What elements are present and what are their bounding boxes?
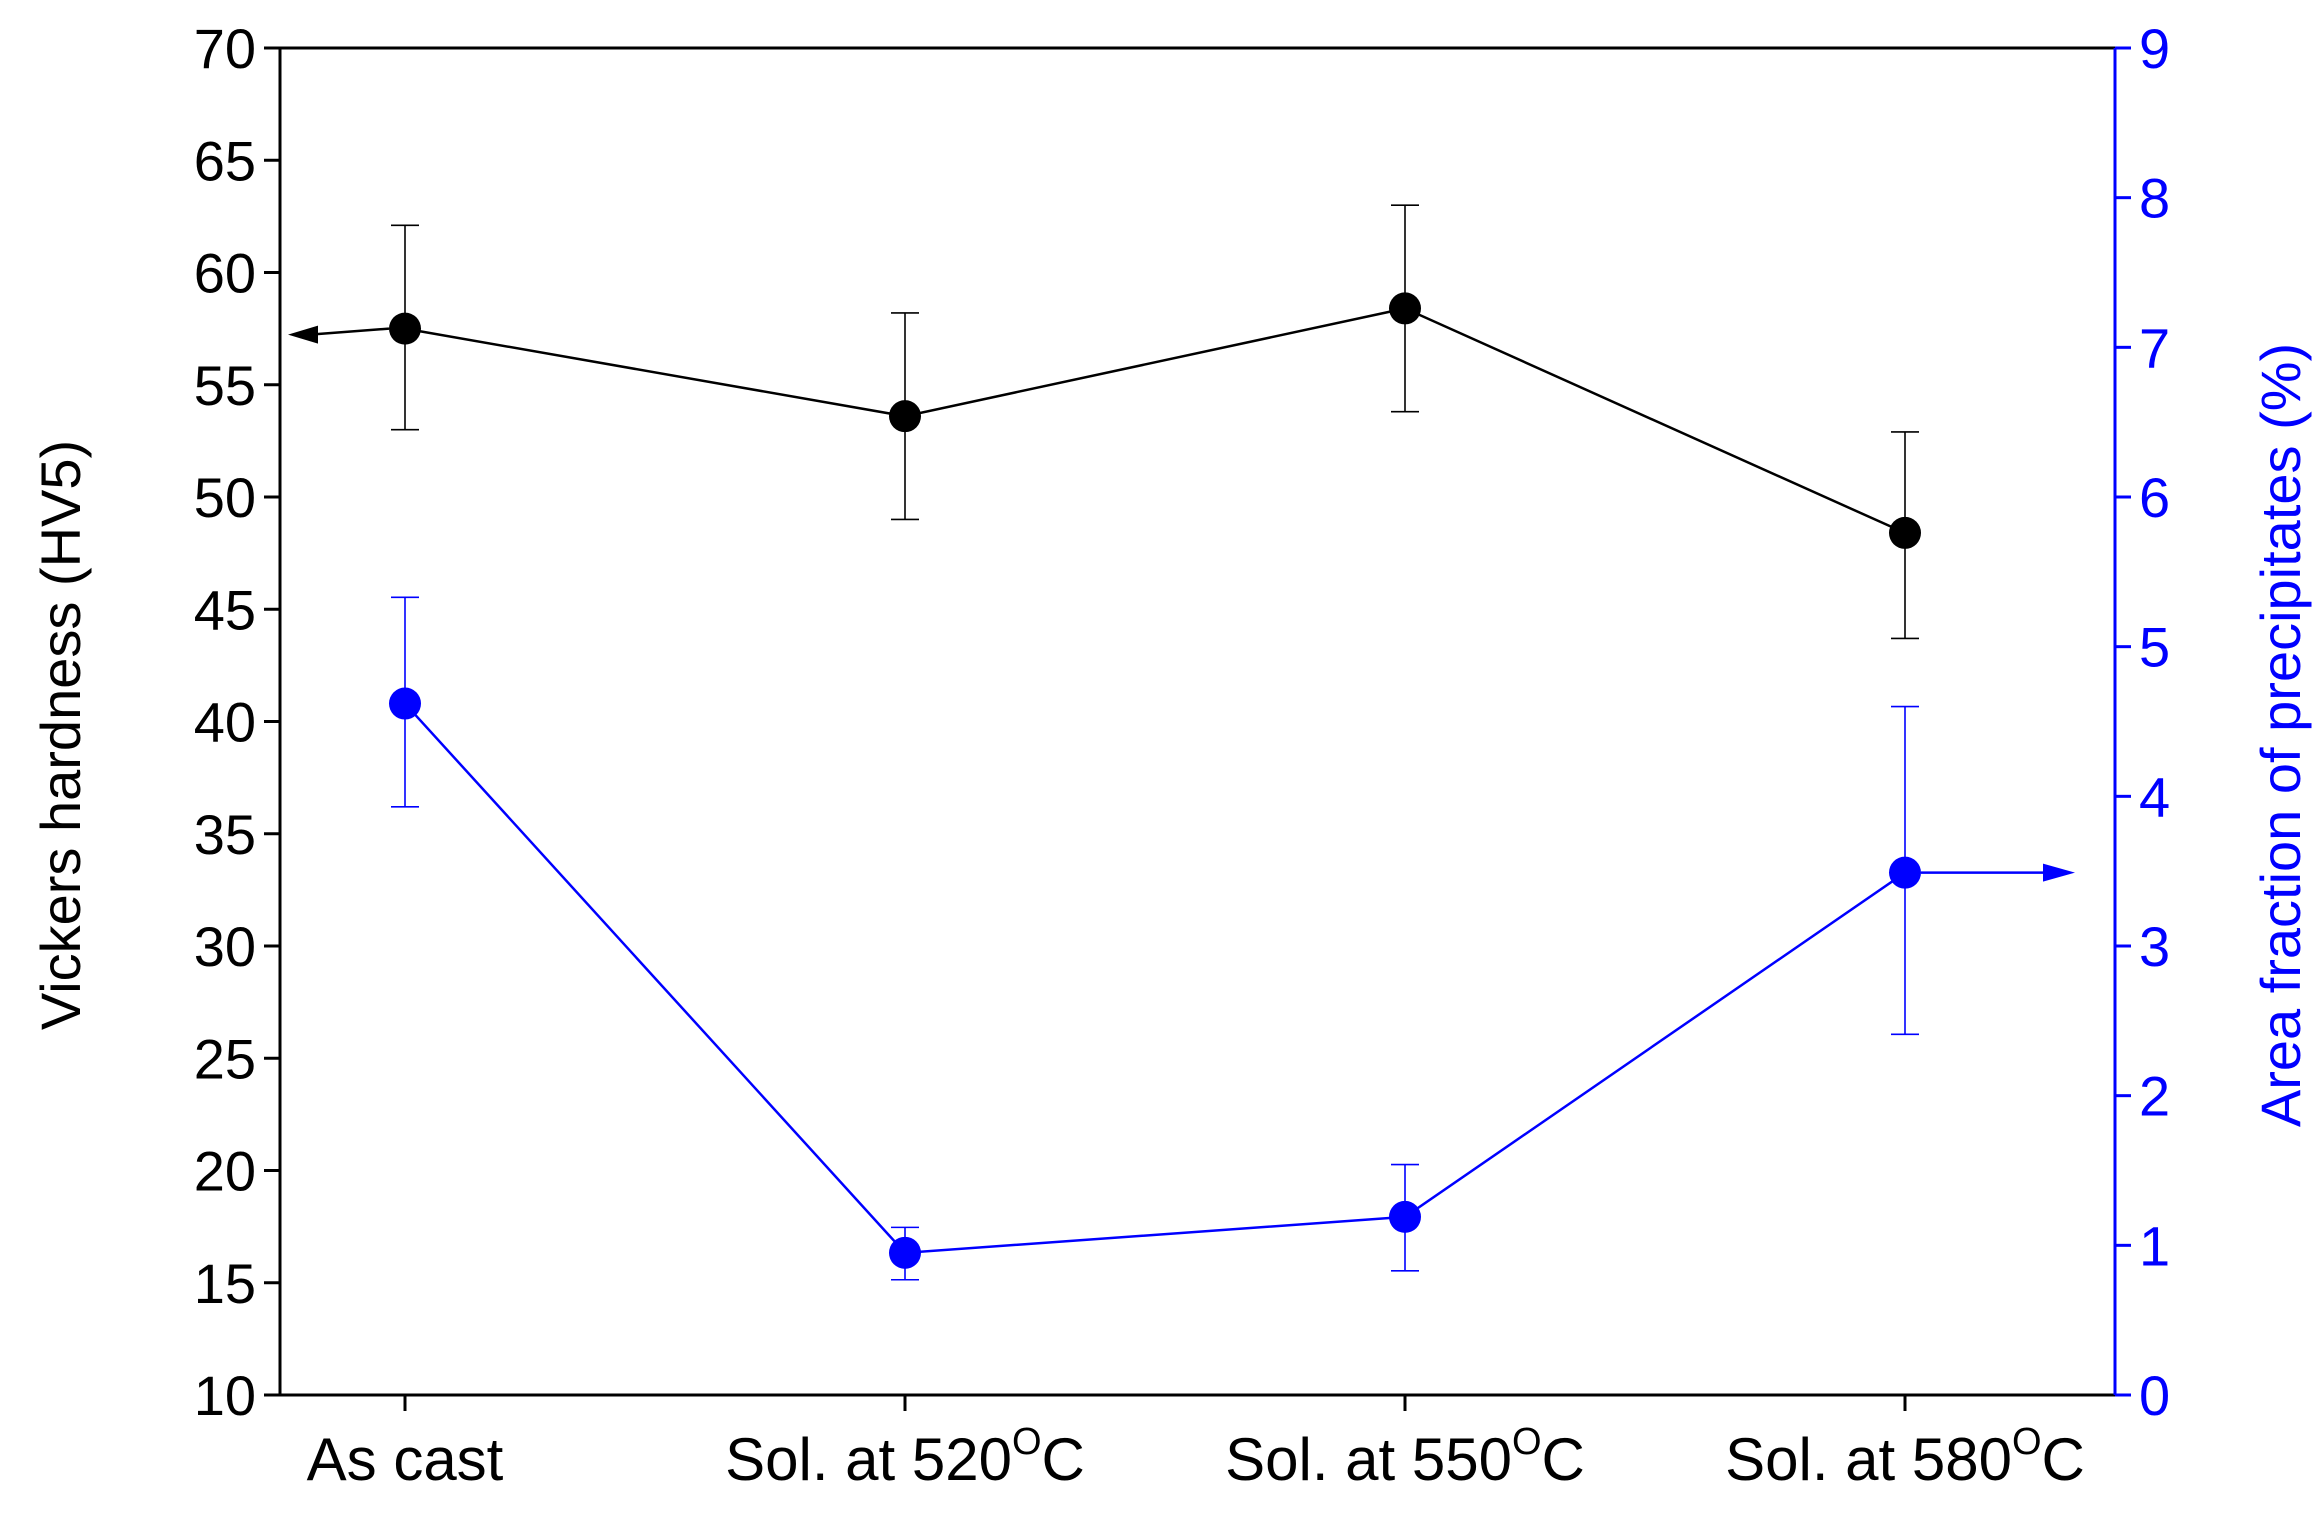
left-tick-label: 40	[194, 691, 256, 754]
right-tick-label: 0	[2139, 1364, 2170, 1427]
x-tick-label: As cast	[307, 1426, 504, 1493]
left-tick-label: 10	[194, 1364, 256, 1427]
axis-indicators	[288, 325, 2075, 882]
right-tick-label: 6	[2139, 466, 2170, 529]
left-tick-label: 35	[194, 803, 256, 866]
data-point	[889, 400, 921, 433]
left-axis-arrow-line	[309, 327, 390, 336]
series-layer	[389, 204, 1921, 1281]
right-axis-ticks: 0 1 2 3 4 5 6 7 8 9	[2115, 17, 2170, 1427]
left-tick-label: 20	[194, 1140, 256, 1203]
data-point	[389, 687, 421, 720]
right-tick-label: 1	[2139, 1214, 2170, 1277]
left-tick-label: 50	[194, 466, 256, 529]
left-tick-label: 60	[194, 242, 256, 305]
right-tick-label: 2	[2139, 1065, 2170, 1128]
right-axis-arrow-head	[2043, 863, 2075, 882]
right-tick-label: 7	[2139, 316, 2170, 379]
series-line	[404, 702, 1906, 1255]
left-tick-label: 70	[194, 17, 256, 80]
series-line	[404, 307, 1906, 535]
y-axis-title-left: Vickers hardness (HV5)	[29, 440, 92, 1030]
right-tick-label: 9	[2139, 17, 2170, 80]
left-tick-label: 45	[194, 578, 256, 641]
data-point	[1389, 292, 1421, 325]
data-point	[389, 312, 421, 345]
right-tick-label: 3	[2139, 915, 2170, 978]
right-tick-label: 5	[2139, 616, 2170, 679]
left-axis-arrow-head	[288, 325, 318, 344]
data-point	[1389, 1200, 1421, 1233]
hardness-series	[389, 204, 1921, 640]
left-axis-ticks: 10 15 20 25 30 35 40 45 50 55 60 65 70	[194, 17, 280, 1427]
data-point	[889, 1236, 921, 1269]
x-tick-label: Sol. at 550OC	[1225, 1421, 1585, 1493]
y-axis-title-right: Area fraction of precipitates (%)	[2249, 343, 2312, 1127]
left-tick-label: 30	[194, 915, 256, 978]
left-tick-label: 15	[194, 1252, 256, 1315]
data-point	[1889, 516, 1921, 549]
left-tick-label: 25	[194, 1027, 256, 1090]
right-tick-label: 4	[2139, 765, 2170, 828]
precipitates-series	[389, 596, 1921, 1281]
x-tick-label: Sol. at 520OC	[725, 1421, 1085, 1493]
left-tick-label: 55	[194, 354, 256, 417]
x-tick-label: Sol. at 580OC	[1725, 1421, 2085, 1493]
x-axis-ticks: As cast Sol. at 520OC Sol. at 550OC Sol. at…	[307, 1395, 2085, 1493]
left-tick-label: 65	[194, 129, 256, 192]
right-tick-label: 8	[2139, 167, 2170, 230]
data-point	[1889, 856, 1921, 889]
axes	[278, 46, 2117, 1397]
